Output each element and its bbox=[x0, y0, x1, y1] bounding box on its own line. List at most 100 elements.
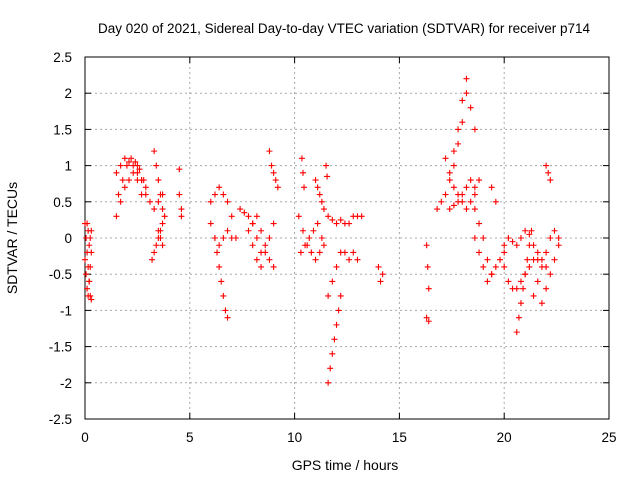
data-point bbox=[325, 292, 332, 299]
data-point bbox=[115, 191, 122, 198]
data-point bbox=[241, 209, 248, 216]
data-point bbox=[520, 285, 527, 292]
data-point bbox=[302, 242, 309, 249]
data-point bbox=[253, 213, 260, 220]
data-point bbox=[480, 235, 487, 241]
data-point bbox=[331, 336, 338, 343]
data-point bbox=[515, 314, 522, 321]
data-point bbox=[151, 148, 158, 155]
data-point bbox=[522, 227, 529, 234]
data-point bbox=[480, 263, 487, 270]
data-point bbox=[377, 278, 384, 285]
data-point bbox=[534, 249, 541, 256]
data-point bbox=[207, 198, 214, 205]
data-series bbox=[82, 75, 562, 386]
data-point bbox=[249, 242, 256, 249]
data-point bbox=[467, 104, 474, 111]
data-point bbox=[126, 158, 133, 165]
data-point bbox=[467, 177, 474, 184]
data-point bbox=[211, 235, 218, 241]
data-point bbox=[488, 184, 495, 191]
data-point bbox=[211, 191, 218, 198]
data-point bbox=[463, 75, 470, 82]
data-point bbox=[524, 256, 531, 263]
y-tick-label: 2 bbox=[64, 86, 72, 101]
data-point bbox=[446, 169, 453, 176]
data-point bbox=[505, 235, 512, 241]
y-tick-label: -1.5 bbox=[49, 340, 72, 355]
data-point bbox=[295, 213, 302, 220]
data-point bbox=[476, 220, 483, 227]
data-point bbox=[446, 177, 453, 184]
data-point bbox=[299, 169, 306, 176]
data-point bbox=[312, 177, 319, 184]
data-point bbox=[84, 285, 91, 292]
data-point bbox=[268, 162, 275, 169]
data-point bbox=[253, 235, 260, 241]
data-point bbox=[476, 249, 483, 256]
data-point bbox=[333, 220, 340, 227]
data-point bbox=[121, 155, 128, 162]
data-point bbox=[354, 256, 361, 263]
data-point bbox=[121, 184, 128, 191]
data-point bbox=[509, 238, 516, 245]
data-point bbox=[492, 198, 499, 205]
data-point bbox=[538, 300, 545, 307]
data-point bbox=[471, 191, 478, 198]
chart-title: Day 020 of 2021, Sidereal Day-to-day VTE… bbox=[98, 21, 590, 36]
data-point bbox=[324, 173, 331, 180]
y-tick-label: 0.5 bbox=[53, 195, 72, 210]
data-point bbox=[142, 191, 149, 198]
data-point bbox=[224, 314, 231, 321]
data-point bbox=[526, 263, 533, 270]
data-point bbox=[484, 256, 491, 263]
data-point bbox=[224, 227, 231, 234]
data-point bbox=[237, 206, 244, 213]
data-point bbox=[551, 256, 558, 263]
data-point bbox=[228, 213, 235, 220]
data-point bbox=[471, 206, 478, 213]
data-point bbox=[476, 177, 483, 184]
data-point bbox=[329, 350, 336, 357]
data-point bbox=[138, 177, 145, 184]
data-point bbox=[325, 213, 332, 220]
data-point bbox=[270, 263, 277, 270]
data-point bbox=[216, 242, 223, 249]
data-point bbox=[459, 119, 466, 126]
data-point bbox=[159, 242, 166, 249]
data-point bbox=[318, 235, 325, 241]
data-point bbox=[301, 184, 308, 191]
data-point bbox=[534, 278, 541, 285]
data-point bbox=[207, 220, 214, 227]
data-point bbox=[299, 227, 306, 234]
data-point bbox=[517, 278, 524, 285]
data-point bbox=[545, 169, 552, 176]
data-point bbox=[85, 263, 92, 270]
y-tick-label: 2.5 bbox=[53, 50, 72, 65]
data-point bbox=[438, 198, 445, 205]
data-point bbox=[153, 242, 160, 249]
data-point bbox=[151, 249, 158, 256]
data-point bbox=[262, 249, 269, 256]
data-point bbox=[159, 220, 166, 227]
data-point bbox=[450, 202, 457, 209]
data-point bbox=[134, 162, 141, 169]
data-point bbox=[218, 278, 225, 285]
y-tick-label: -2 bbox=[60, 376, 72, 391]
data-point bbox=[159, 206, 166, 213]
data-point bbox=[157, 191, 164, 198]
data-point bbox=[266, 235, 273, 241]
data-point bbox=[134, 169, 141, 176]
data-point bbox=[530, 292, 537, 299]
data-point bbox=[258, 263, 265, 270]
data-point bbox=[253, 256, 260, 263]
data-point bbox=[450, 184, 457, 191]
data-point bbox=[346, 220, 353, 227]
data-point bbox=[423, 314, 430, 321]
data-point bbox=[155, 227, 162, 234]
y-tick-label: 0 bbox=[64, 231, 72, 246]
x-tick-label: 25 bbox=[601, 430, 616, 445]
data-point bbox=[335, 307, 342, 314]
data-point bbox=[459, 191, 466, 198]
data-point bbox=[146, 198, 153, 205]
